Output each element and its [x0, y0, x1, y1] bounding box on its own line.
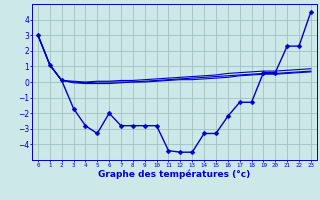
X-axis label: Graphe des températures (°c): Graphe des températures (°c) — [98, 170, 251, 179]
